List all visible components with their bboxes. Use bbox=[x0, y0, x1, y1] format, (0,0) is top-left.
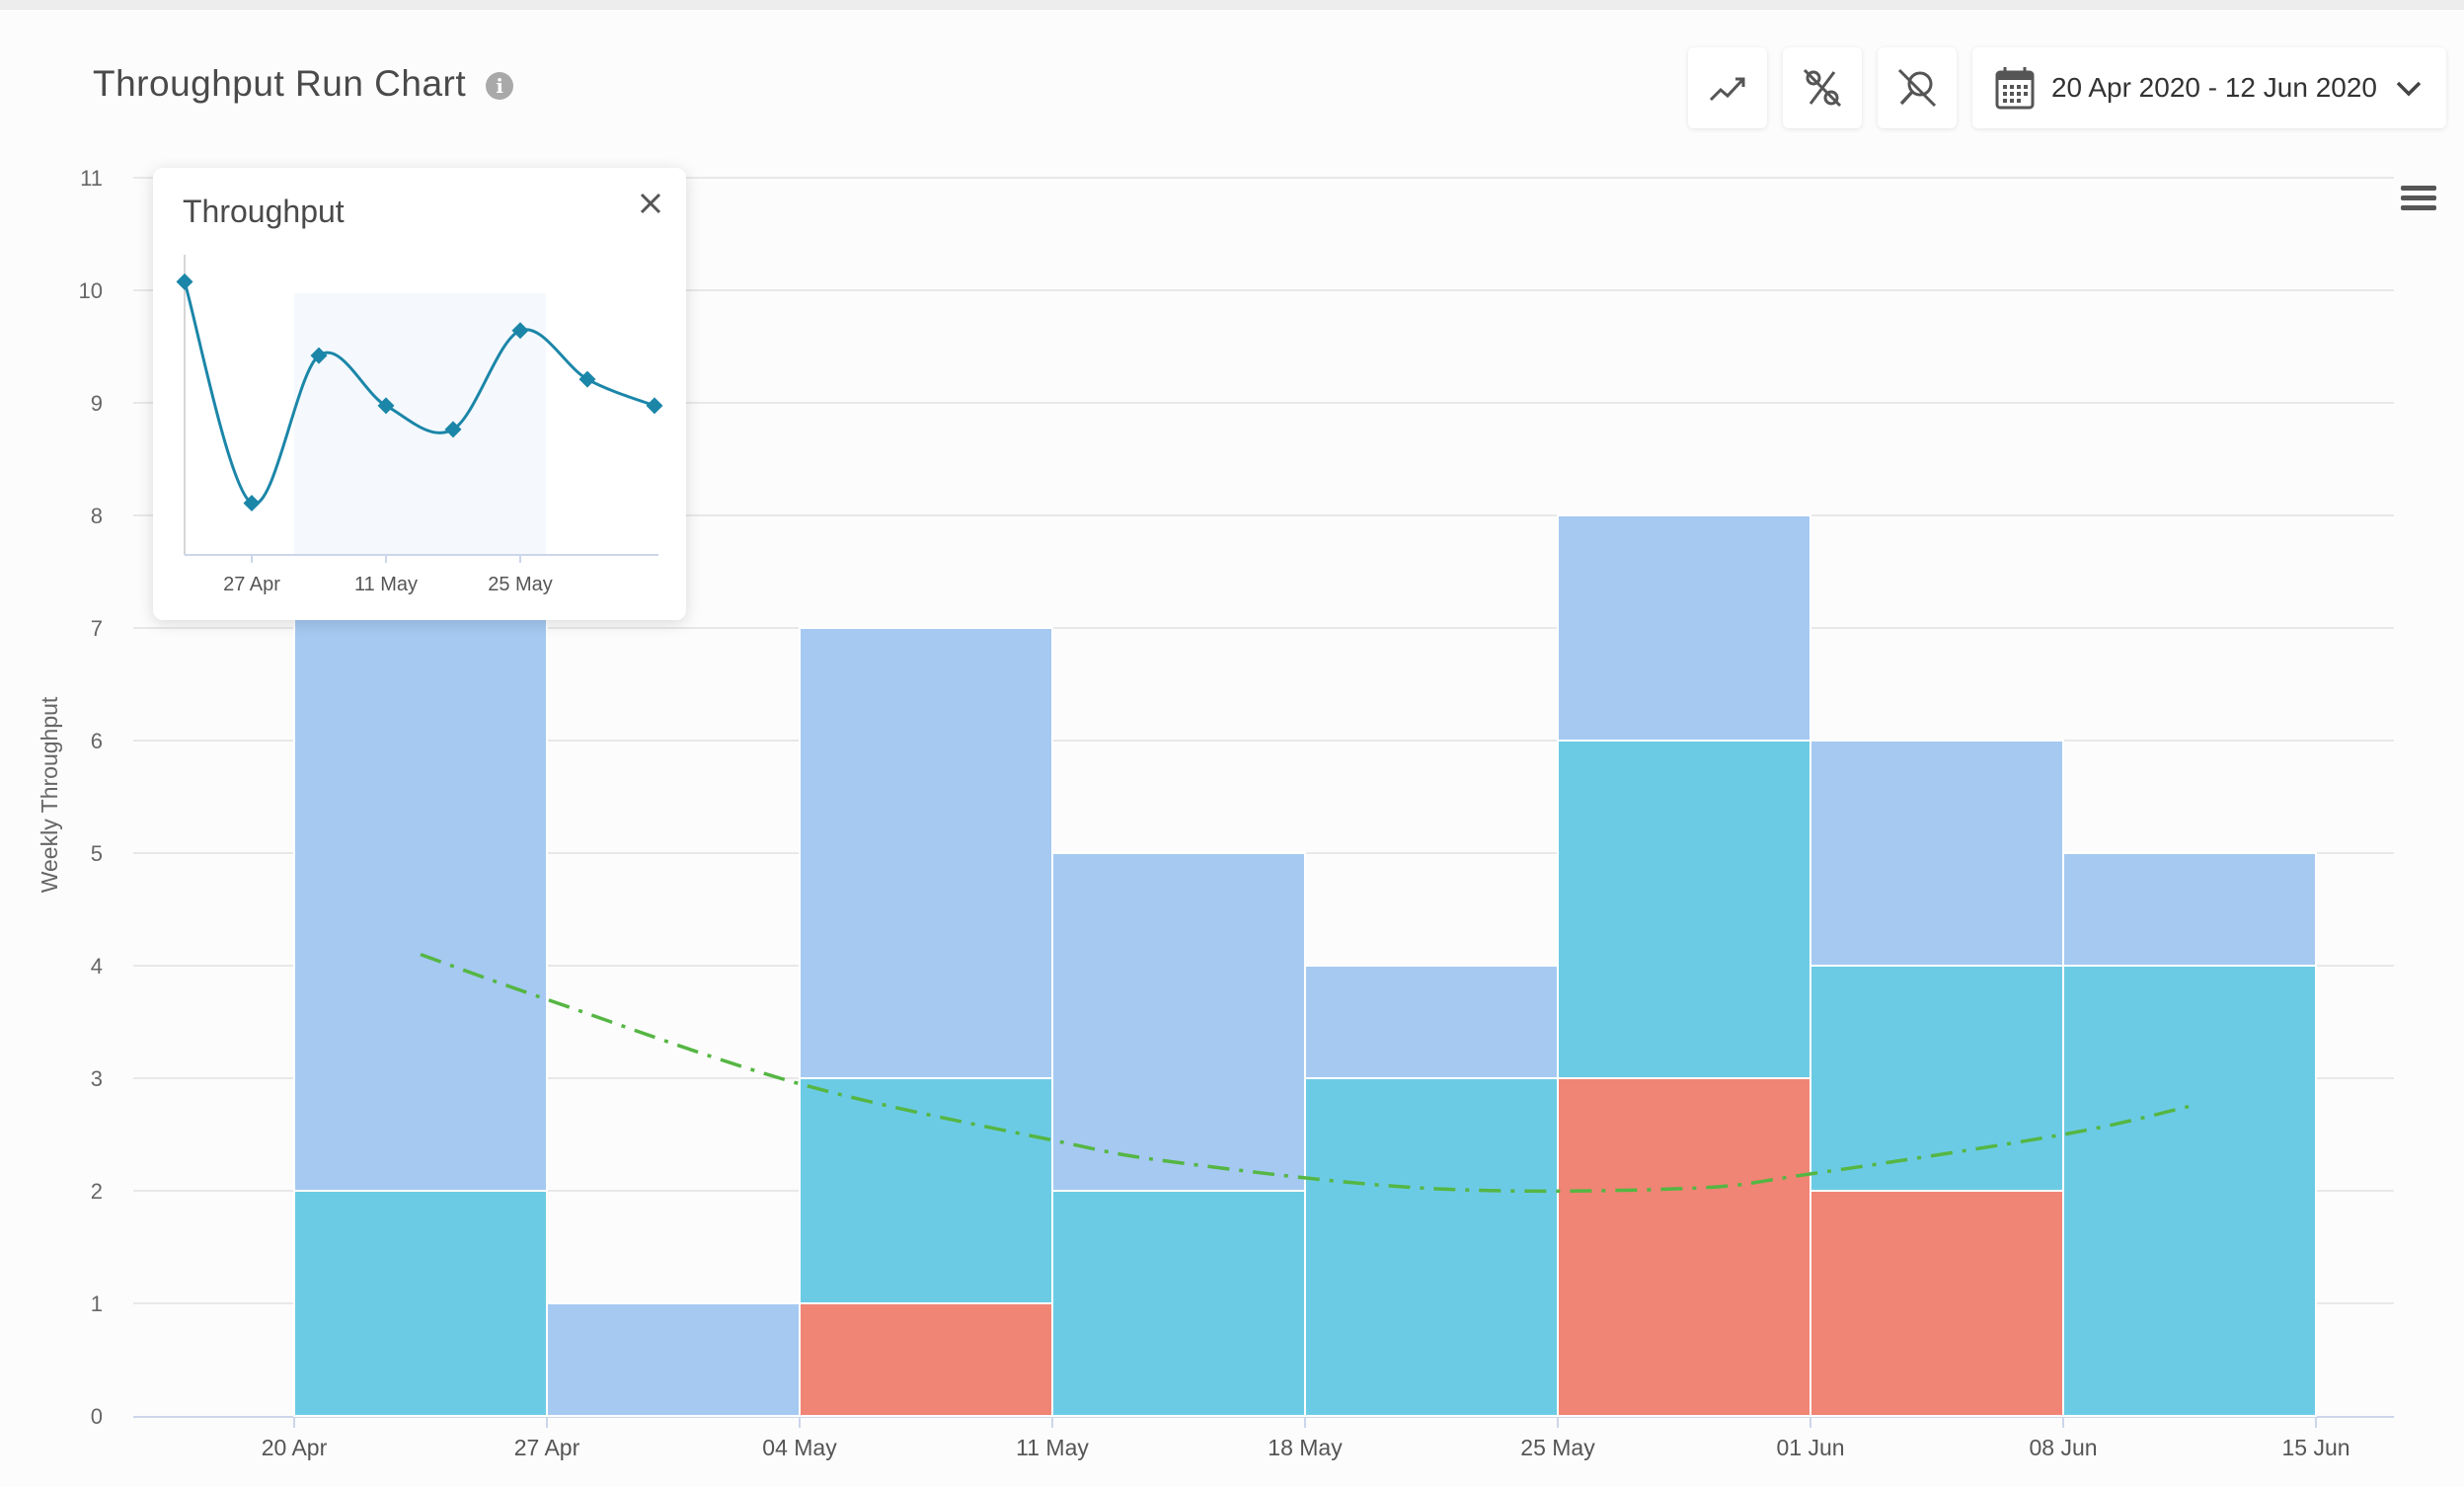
y-tick-label: 10 bbox=[79, 278, 103, 303]
mini-point bbox=[377, 397, 395, 415]
y-tick-label: 4 bbox=[91, 954, 103, 978]
x-tick-label: 18 May bbox=[1268, 1435, 1343, 1460]
mini-throughput-chart: 27 Apr 11 May 25 May bbox=[176, 255, 663, 595]
y-tick-label: 5 bbox=[91, 841, 103, 866]
bar-segment bbox=[799, 1077, 1053, 1304]
y-tick-label: 3 bbox=[91, 1066, 103, 1091]
bar-segment bbox=[1051, 1190, 1306, 1417]
y-tick-label: 2 bbox=[91, 1179, 103, 1204]
trend-line bbox=[420, 952, 2191, 1194]
calendar-icon bbox=[1995, 67, 2035, 110]
mini-point bbox=[444, 421, 462, 438]
chevron-down-icon bbox=[2396, 81, 2422, 97]
bar-segment bbox=[1051, 852, 1306, 1192]
date-range-picker[interactable]: 20 Apr 2020 - 12 Jun 2020 bbox=[1971, 47, 2446, 128]
x-tick-label: 27 Apr bbox=[514, 1435, 580, 1460]
bar-segment bbox=[1810, 965, 2064, 1192]
info-icon[interactable]: i bbox=[486, 72, 514, 100]
bar-segment bbox=[1810, 1190, 2064, 1417]
x-tick-label: 04 May bbox=[762, 1435, 837, 1460]
hamburger-menu-icon[interactable] bbox=[2401, 186, 2436, 215]
bar-segment bbox=[1304, 965, 1559, 1079]
bar-segment bbox=[799, 627, 1053, 1079]
bar-segment bbox=[293, 1190, 548, 1417]
bar-segment bbox=[1810, 740, 2064, 967]
y-tick-label: 8 bbox=[91, 504, 103, 528]
mini-highlight-band bbox=[294, 293, 546, 555]
x-tick-label: 25 May bbox=[1520, 1435, 1595, 1460]
y-tick-label: 0 bbox=[91, 1404, 103, 1429]
chart-title: Throughput Run Chart bbox=[93, 63, 467, 104]
popup-title: Throughput bbox=[183, 194, 345, 229]
trend-line-icon bbox=[1709, 77, 1745, 102]
y-tick-label: 1 bbox=[91, 1291, 103, 1316]
mini-point bbox=[176, 273, 193, 290]
y-axis-title: Weekly Throughput bbox=[37, 696, 62, 893]
x-tick-label: 01 Jun bbox=[1776, 1435, 1844, 1460]
bar-segment bbox=[2062, 852, 2317, 967]
x-tick-label: 20 Apr bbox=[262, 1435, 328, 1460]
mini-point bbox=[578, 370, 596, 388]
bar-segment bbox=[1557, 514, 1811, 742]
date-range-label: 20 Apr 2020 - 12 Jun 2020 bbox=[2050, 72, 2377, 103]
bar-segment bbox=[1304, 1077, 1559, 1417]
mini-x-tick-label: 27 Apr bbox=[223, 574, 280, 595]
mini-point bbox=[646, 397, 663, 415]
x-tick-label: 15 Jun bbox=[2281, 1435, 2349, 1460]
close-icon[interactable] bbox=[633, 186, 668, 221]
y-tick-label: 7 bbox=[91, 616, 103, 641]
throughput-popup: 27 Apr 11 May 25 May Throughput bbox=[153, 168, 686, 620]
bar-segment bbox=[546, 1302, 801, 1417]
bar-segment bbox=[1557, 1077, 1811, 1417]
percent-off-icon bbox=[1803, 68, 1842, 108]
bar-segment bbox=[1557, 740, 1811, 1079]
percentile-toggle-button[interactable] bbox=[1782, 47, 1862, 128]
chart-toolbar: 20 Apr 2020 - 12 Jun 2020 bbox=[1687, 47, 2446, 128]
x-tick-label: 08 Jun bbox=[2029, 1435, 2097, 1460]
search-off-icon bbox=[1897, 68, 1937, 108]
y-tick-label: 6 bbox=[91, 729, 103, 753]
mini-point bbox=[511, 322, 529, 340]
y-tick-label: 9 bbox=[91, 391, 103, 416]
trend-line-button[interactable] bbox=[1687, 47, 1767, 128]
bar-segment bbox=[799, 1302, 1053, 1417]
chart-header: Throughput Run Chart i bbox=[93, 59, 514, 109]
top-strip bbox=[0, 0, 2464, 10]
mini-point bbox=[310, 347, 328, 364]
filter-toggle-button[interactable] bbox=[1877, 47, 1957, 128]
bar-segment bbox=[2062, 965, 2317, 1417]
mini-x-tick-label: 11 May bbox=[354, 574, 418, 595]
y-tick-label: 11 bbox=[80, 166, 103, 191]
mini-x-tick-label: 25 May bbox=[488, 574, 553, 595]
x-tick-label: 11 May bbox=[1016, 1435, 1089, 1460]
